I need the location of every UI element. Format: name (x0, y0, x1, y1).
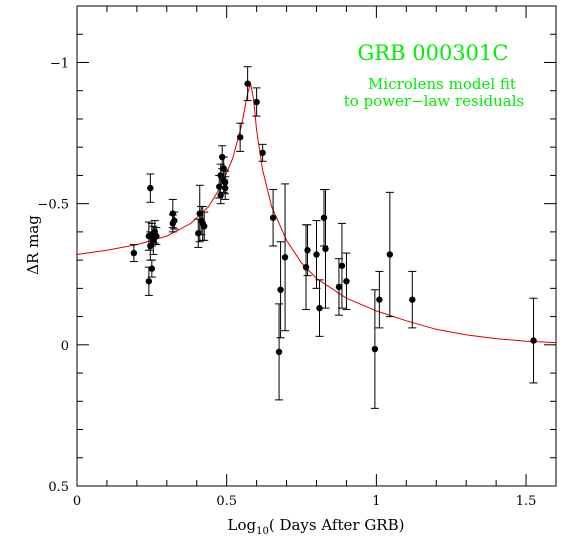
data-point (236, 122, 245, 152)
point-marker (302, 263, 310, 271)
point-marker (221, 184, 229, 192)
y-tick-label: −0.5 (37, 198, 69, 213)
point-marker (244, 80, 251, 87)
point-marker (313, 251, 320, 258)
tick-labels: 0 0.5 1 1.5 −1 −0.5 0 0.5 (37, 56, 536, 509)
x-tick-label: 0 (73, 494, 81, 509)
point-marker (376, 296, 383, 303)
data-point (146, 173, 155, 203)
point-marker (148, 265, 156, 272)
data-point (302, 224, 311, 311)
y-axis-label: ΔR mag (24, 215, 42, 275)
data-point (319, 189, 328, 247)
data-point (276, 241, 285, 339)
x-tick-label: 0.5 (216, 494, 237, 509)
data-point (152, 227, 161, 246)
data-point (315, 279, 324, 337)
x-axis-label-sub: 10 (256, 526, 269, 537)
data-point (170, 211, 179, 230)
point-marker (281, 254, 289, 261)
x-axis-label-main: Log (228, 516, 257, 534)
x-tick-label: 1.5 (516, 494, 537, 509)
point-marker (277, 286, 284, 293)
data-point (303, 224, 312, 277)
x-axis-label-rest: ( Days After GRB) (269, 516, 405, 534)
point-marker (259, 149, 266, 157)
data-point (258, 143, 267, 162)
point-marker (409, 296, 416, 303)
point-marker (196, 210, 203, 217)
data-point (337, 222, 346, 309)
data-point (269, 189, 278, 247)
annotation-line-2: to power−law residuals (344, 92, 525, 110)
data-point (529, 297, 538, 384)
point-marker (147, 184, 154, 192)
data-point (370, 289, 379, 409)
fit-curve-path (76, 83, 557, 344)
data-point (129, 244, 138, 263)
point-marker (320, 214, 328, 221)
point-marker (253, 98, 260, 106)
axis-ticks (76, 5, 557, 487)
y-tick-label: 0.5 (48, 480, 69, 495)
data-point (342, 252, 351, 311)
data-points (129, 66, 538, 409)
data-point (275, 303, 284, 401)
x-axis-label: Log10( Days After GRB) (228, 516, 405, 537)
point-marker (530, 337, 537, 344)
point-marker (217, 172, 224, 179)
fit-curve (76, 83, 557, 344)
point-marker (322, 245, 329, 253)
data-point (334, 258, 343, 316)
point-marker (335, 283, 343, 291)
data-point (321, 189, 330, 309)
point-marker (171, 217, 178, 224)
data-point (375, 270, 384, 329)
point-marker (153, 232, 160, 240)
point-marker (145, 278, 153, 285)
point-marker (217, 191, 224, 199)
data-point (281, 183, 290, 332)
data-point (200, 211, 209, 241)
annotation-title: GRB 000301C (358, 41, 509, 65)
x-tick-label: 1 (372, 494, 380, 509)
data-point (385, 191, 394, 318)
y-tick-label: −1 (50, 56, 69, 71)
point-marker (236, 134, 244, 141)
data-point (144, 266, 153, 296)
point-marker (130, 249, 138, 257)
y-tick-label: 0 (61, 339, 69, 354)
point-marker (195, 230, 202, 237)
point-marker (343, 278, 350, 285)
point-marker (316, 304, 323, 312)
data-point (312, 220, 321, 289)
point-marker (304, 247, 311, 254)
point-marker (201, 223, 208, 230)
point-marker (338, 262, 346, 269)
data-point (221, 176, 230, 200)
point-marker (386, 251, 394, 258)
point-marker (275, 348, 283, 356)
data-point (252, 87, 261, 117)
data-point (408, 270, 417, 329)
annotation-line-1: Microlens model fit (368, 75, 516, 93)
point-marker (269, 214, 277, 221)
point-marker (371, 345, 379, 353)
data-point (147, 259, 156, 278)
data-point (243, 66, 252, 102)
